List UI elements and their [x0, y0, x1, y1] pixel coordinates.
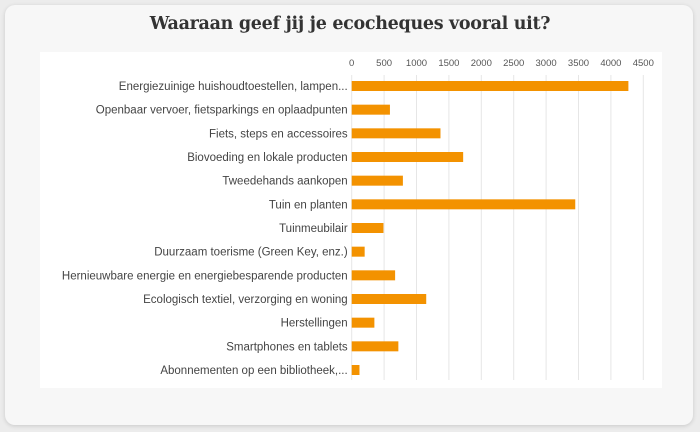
category-label: Tuin en planten: [269, 199, 348, 211]
category-label: Hernieuwbare energie en energiebesparend…: [62, 270, 348, 282]
category-label: Smartphones en tablets: [226, 341, 348, 353]
bar: [351, 128, 441, 139]
bar: [351, 341, 399, 352]
bar: [351, 365, 360, 375]
x-tick-label: 1000: [406, 58, 427, 69]
bar: [351, 270, 396, 281]
x-tick-label: 0: [349, 58, 354, 69]
x-tick-label: 3000: [536, 58, 557, 69]
category-label: Tuinmeubilair: [279, 223, 348, 235]
category-label: Biovoeding en lokale producten: [187, 152, 347, 164]
x-tick-label: 1500: [438, 58, 459, 69]
category-label: Ecologisch textiel, verzorging en woning: [143, 294, 348, 306]
x-tick-label: 2500: [503, 58, 524, 69]
chart-title: Waaraan geef jij je ecocheques vooral ui…: [149, 14, 551, 34]
category-label: Abonnementen op een bibliotheek,...: [160, 365, 347, 377]
bar: [351, 81, 629, 91]
bar: [351, 223, 384, 233]
category-label: Duurzaam toerisme (Green Key, enz.): [154, 247, 348, 259]
bar: [351, 294, 427, 304]
bar: [351, 175, 403, 186]
category-label: Openbaar vervoer, fietsparkings en oplaa…: [96, 105, 348, 117]
x-tick-label: 500: [376, 58, 392, 69]
x-tick-label: 4500: [633, 58, 654, 69]
bar: [351, 199, 576, 210]
x-tick-label: 3500: [568, 58, 589, 69]
category-label: Fiets, steps en accessoires: [209, 128, 348, 140]
x-tick-label: 4000: [600, 58, 621, 69]
x-tick-label: 2000: [471, 58, 492, 69]
bar: [351, 246, 365, 257]
category-label: Herstellingen: [281, 318, 348, 330]
bar: [351, 104, 390, 115]
category-label: Tweedehands aankopen: [222, 176, 347, 188]
plot-area: [40, 52, 662, 388]
category-label: Energiezuinige huishoudtoestellen, lampe…: [119, 81, 348, 93]
bar: [351, 317, 375, 328]
bar: [351, 152, 464, 162]
